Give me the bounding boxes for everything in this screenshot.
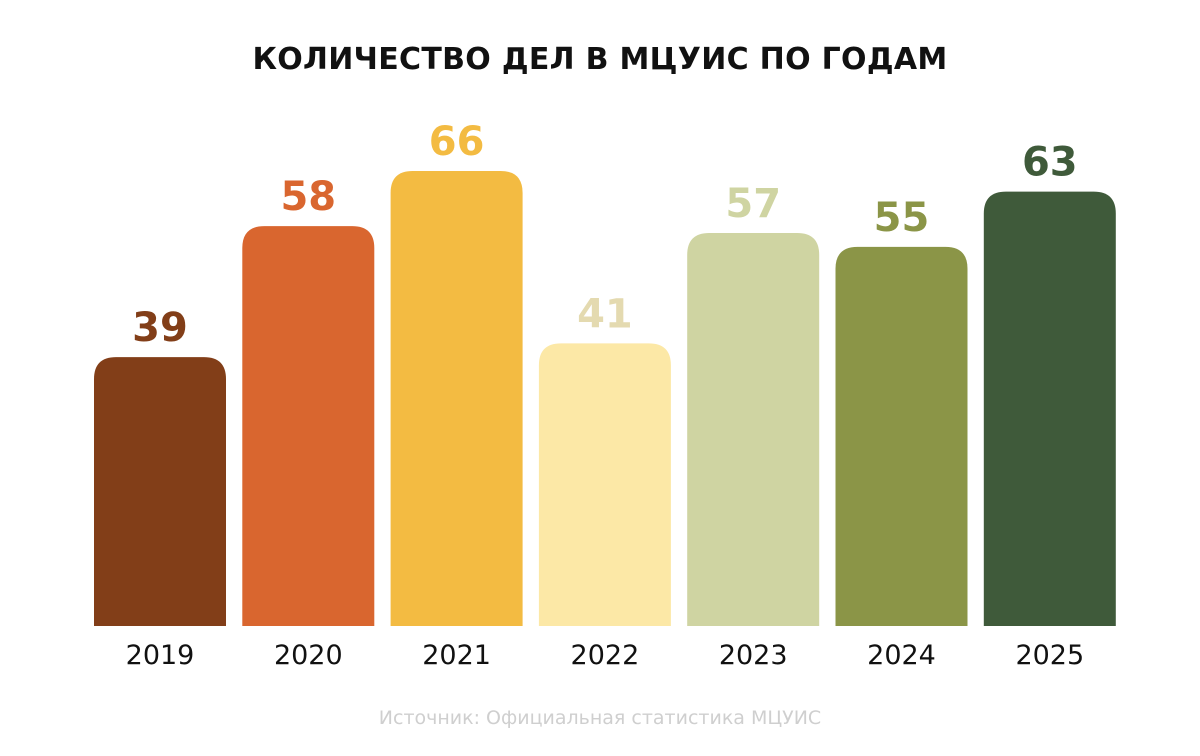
x-tick-2019: 2019: [126, 640, 195, 671]
x-tick-2024: 2024: [867, 640, 936, 671]
value-label-2022: 41: [577, 291, 633, 337]
x-tick-2022: 2022: [571, 640, 640, 671]
value-label-2023: 57: [725, 181, 781, 227]
value-label-2024: 55: [874, 195, 930, 241]
bar-2025: [983, 191, 1116, 626]
x-tick-2021: 2021: [422, 640, 491, 671]
bar-2022: [538, 343, 671, 626]
bar-2020: [242, 226, 375, 626]
bar-2024: [835, 246, 968, 627]
value-label-2021: 66: [429, 119, 485, 165]
value-label-2020: 58: [280, 174, 336, 220]
x-tick-2020: 2020: [274, 640, 343, 671]
value-label-2019: 39: [132, 305, 188, 351]
value-label-2025: 63: [1022, 140, 1078, 186]
x-tick-2023: 2023: [719, 640, 788, 671]
x-tick-2025: 2025: [1015, 640, 1084, 671]
source-note: Источник: Официальная статистика МЦУИС: [378, 707, 822, 729]
bar-2023: [687, 233, 820, 626]
bar-2019: [94, 357, 226, 626]
chart-title: КОЛИЧЕСТВО ДЕЛ В МЦУИС ПО ГОДАМ: [252, 42, 948, 77]
bar-2021: [390, 171, 523, 626]
